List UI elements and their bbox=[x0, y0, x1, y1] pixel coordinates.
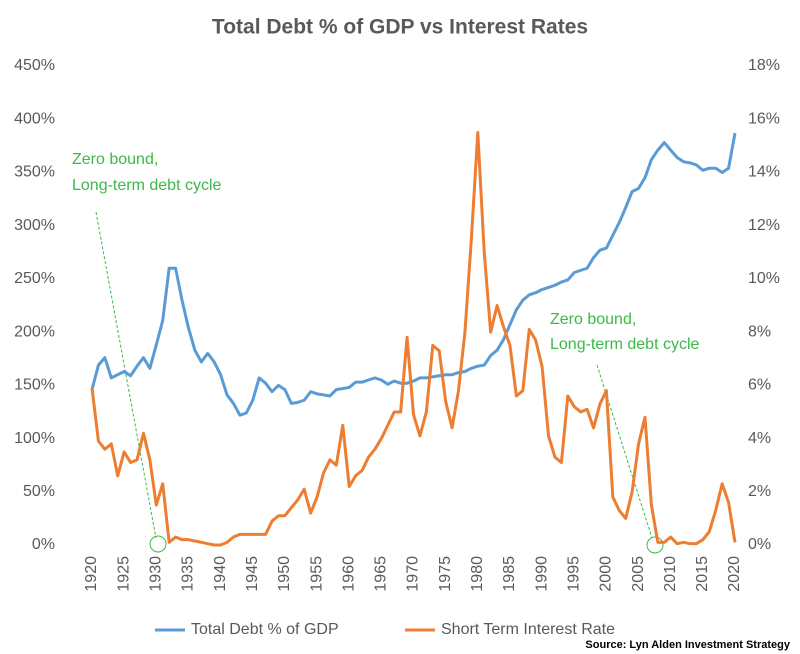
y2-tick-label: 8% bbox=[748, 323, 771, 340]
x-tick-label: 2005 bbox=[630, 556, 647, 592]
y-tick-label: 350% bbox=[14, 164, 55, 181]
x-tick-label: 1990 bbox=[533, 556, 550, 592]
annotation-arrow bbox=[95, 211, 157, 539]
x-tick-label: 1995 bbox=[565, 556, 582, 592]
x-tick-label: 1950 bbox=[276, 556, 293, 592]
y-tick-label: 200% bbox=[14, 323, 55, 340]
x-tick-label: 1985 bbox=[501, 556, 518, 592]
x-tick-label: 1965 bbox=[373, 556, 390, 592]
y-tick-label: 400% bbox=[14, 110, 55, 127]
x-tick-label: 1970 bbox=[405, 556, 422, 592]
x-tick-label: 2020 bbox=[726, 556, 743, 592]
y2-tick-label: 2% bbox=[748, 483, 771, 500]
x-tick-label: 1930 bbox=[148, 556, 165, 592]
x-tick-label: 2015 bbox=[694, 556, 711, 592]
y-tick-label: 0% bbox=[32, 536, 55, 553]
x-tick-label: 1960 bbox=[340, 556, 357, 592]
annotation-line: Zero bound, bbox=[550, 311, 636, 328]
source: Source: Lyn Alden Investment Strategy bbox=[585, 639, 790, 651]
series-line bbox=[90, 132, 737, 417]
x-tick-label: 1935 bbox=[180, 556, 197, 592]
chart-title: Total Debt % of GDP vs Interest Rates bbox=[212, 16, 588, 39]
y-tick-label: 450% bbox=[14, 57, 55, 74]
y2-tick-label: 10% bbox=[748, 270, 780, 287]
y-tick-label: 250% bbox=[14, 270, 55, 287]
annotation-line: Long-term debt cycle bbox=[550, 336, 700, 353]
x-tick-label: 1920 bbox=[83, 556, 100, 592]
y-tick-label: 150% bbox=[14, 377, 55, 394]
y2-tick-label: 4% bbox=[748, 430, 771, 447]
y-tick-label: 50% bbox=[23, 483, 55, 500]
x-tick-label: 1955 bbox=[308, 556, 325, 592]
y2-tick-label: 18% bbox=[748, 57, 780, 74]
x-tick-label: 1975 bbox=[437, 556, 454, 592]
x-tick-label: 1945 bbox=[244, 556, 261, 592]
annotation-line: Zero bound, bbox=[72, 151, 158, 168]
x-tick-label: 2010 bbox=[662, 556, 679, 592]
x-tick-label: 1925 bbox=[115, 556, 132, 592]
y-tick-label: 300% bbox=[14, 217, 55, 234]
annotation-circle bbox=[646, 536, 664, 554]
legend-label: Total Debt % of GDP bbox=[191, 621, 339, 638]
annotation-line: Long-term debt cycle bbox=[72, 177, 222, 194]
y2-tick-label: 12% bbox=[748, 217, 780, 234]
y2-tick-label: 0% bbox=[748, 536, 771, 553]
x-tick-label: 1940 bbox=[212, 556, 229, 592]
y2-tick-label: 14% bbox=[748, 164, 780, 181]
y2-tick-label: 6% bbox=[748, 377, 771, 394]
y-tick-label: 100% bbox=[14, 430, 55, 447]
series-line bbox=[90, 131, 737, 547]
legend-label: Short Term Interest Rate bbox=[441, 621, 615, 638]
y2-tick-label: 16% bbox=[748, 110, 780, 127]
x-tick-label: 1980 bbox=[469, 556, 486, 592]
x-tick-label: 2000 bbox=[598, 556, 615, 592]
annotation-circle bbox=[149, 535, 167, 553]
